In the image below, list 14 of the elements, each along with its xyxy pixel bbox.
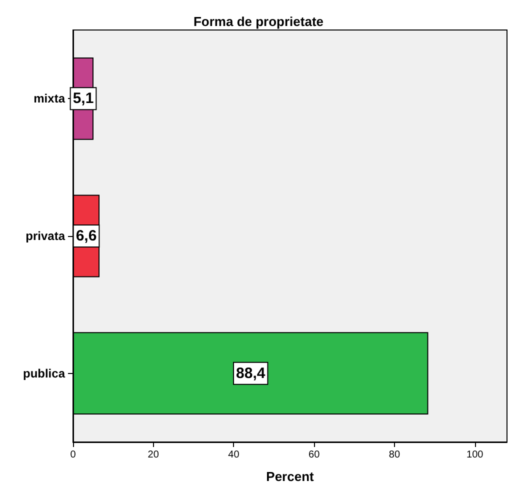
y-tick-label: mixta [34, 92, 66, 106]
x-tick-label: 0 [70, 450, 76, 460]
x-tick-label: 20 [148, 450, 160, 460]
x-axis-title: Percent [266, 469, 315, 484]
x-tick-label: 80 [388, 450, 400, 460]
x-tick-label: 100 [466, 450, 484, 460]
x-tick-label: 40 [228, 450, 240, 460]
data-label: 6,6 [76, 228, 97, 244]
y-tick-label: privata [26, 229, 66, 243]
data-label: 5,1 [72, 90, 94, 108]
data-label: 88,4 [236, 364, 266, 382]
y-tick-label: publica [22, 366, 66, 380]
x-tick-label: 60 [308, 450, 320, 460]
chart-title: Forma de proprietate [193, 14, 324, 29]
